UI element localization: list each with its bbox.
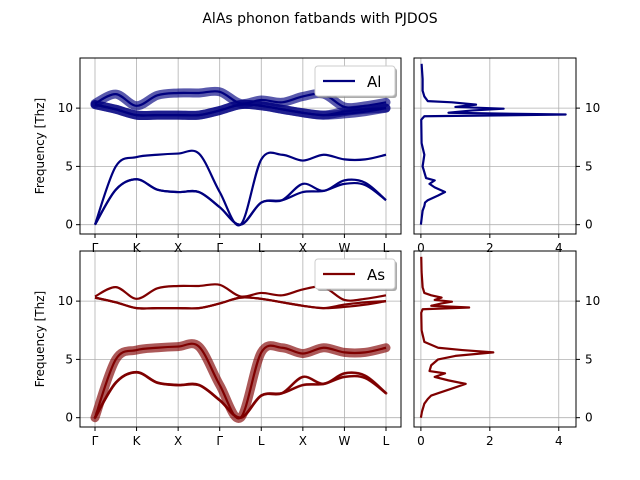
dos-as-panel: 0 5 10 0 2 4 [413,250,600,448]
y-tick-label: 10 [585,101,600,115]
band-line [94,283,387,302]
x-tick-label: Γ [92,241,99,255]
dos-al-panel: 0 5 10 0 2 4 [413,57,600,255]
legend-label: As [367,266,385,284]
axes-frame [79,57,402,235]
x-tick-label: X [299,241,307,255]
figure-title: AlAs phonon fatbands with PJDOS [202,11,437,27]
x-tick-label: 4 [555,434,563,448]
x-tick-label: 4 [555,241,563,255]
band-line [94,296,387,310]
x-tick-label: Γ [216,241,223,255]
band-line [94,178,387,226]
legend-label: Al [367,73,381,91]
y-tick-label: 5 [585,352,593,366]
x-tick-label: K [133,434,142,448]
y-tick-label: 5 [585,159,593,173]
dos-curve [419,63,567,225]
band-fat-shading [90,339,391,423]
y-tick-label: 10 [585,294,600,308]
x-tick-label: L [383,241,390,255]
x-tick-label: L [258,241,265,255]
y-tick-label: 0 [65,411,73,425]
y-tick-label: 0 [585,218,593,232]
y-tick-label: 0 [585,411,593,425]
x-tick-label: 2 [486,241,494,255]
x-tick-label: X [174,434,182,448]
axes-frame [79,250,402,428]
band-line [94,90,387,109]
y-axis-label: Frequency [Thz] [33,98,47,194]
band-line [94,178,387,226]
x-tick-label: X [174,241,182,255]
x-tick-label: 2 [486,434,494,448]
y-tick-label: 10 [58,101,73,115]
x-tick-label: L [258,434,265,448]
y-tick-label: 0 [65,218,73,232]
x-tick-label: 0 [417,434,425,448]
x-tick-label: Γ [92,434,99,448]
x-tick-label: L [383,434,390,448]
x-tick-label: 0 [417,241,425,255]
x-tick-label: W [338,434,350,448]
x-tick-label: X [299,434,307,448]
dos-curve [419,256,495,418]
axes-frame [413,57,577,235]
x-tick-label: Γ [216,434,223,448]
y-tick-label: 5 [65,159,73,173]
y-axis-label: Frequency [Thz] [33,291,47,387]
y-tick-label: 10 [58,294,73,308]
band-line [93,149,387,227]
band-line [93,342,387,420]
axes-frame [413,250,577,428]
bands-as-panel: 0 5 10 Γ K X Γ L X W L Frequency [Thz] As [33,250,402,448]
y-tick-label: 5 [65,352,73,366]
x-tick-label: K [133,241,142,255]
